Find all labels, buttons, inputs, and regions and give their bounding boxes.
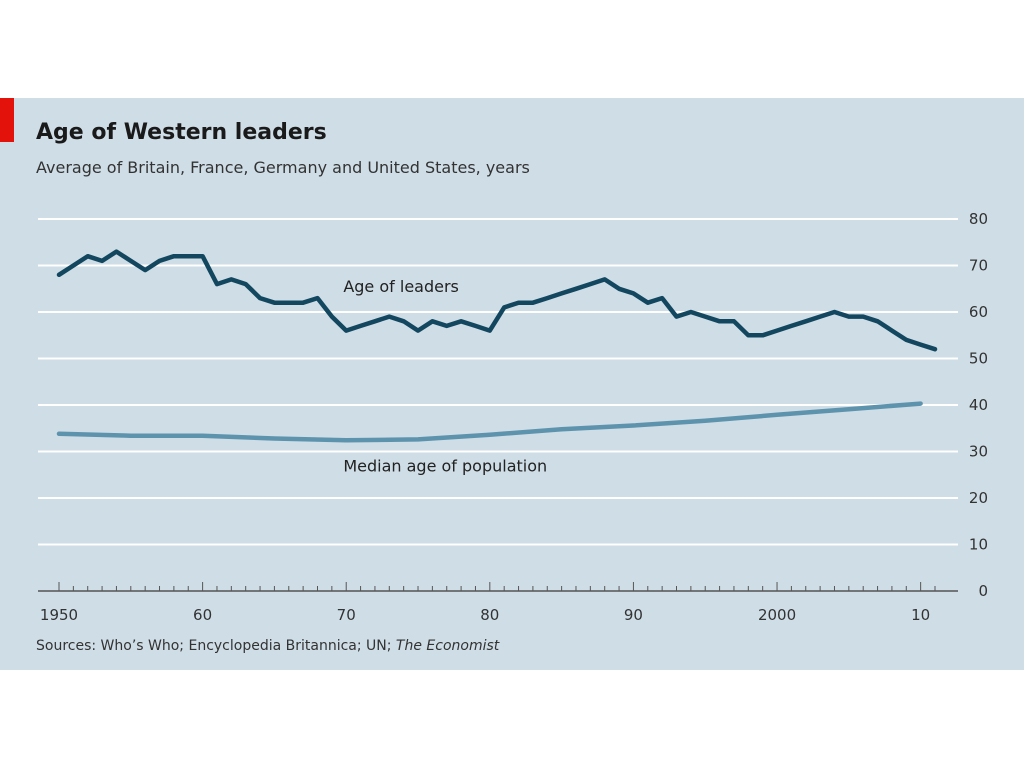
x-tick-label-2000: 2000 (758, 606, 796, 624)
y-tick-label-80: 80 (969, 210, 988, 228)
y-tick-label-0: 0 (978, 582, 988, 600)
x-tick-label-2010: 10 (911, 606, 930, 624)
y-tick-label-60: 60 (969, 303, 988, 321)
median-age-label: Median age of population (343, 456, 547, 475)
series-labels: Age of leaders Median age of population (343, 277, 547, 475)
y-tick-label-50: 50 (969, 350, 988, 368)
x-tick-label-1990: 90 (624, 606, 643, 624)
x-axis-labels: 1950 60 70 80 90 2000 10 (40, 606, 930, 624)
y-tick-label-30: 30 (969, 443, 988, 461)
y-tick-label-20: 20 (969, 489, 988, 507)
x-tick-label-1980: 80 (480, 606, 499, 624)
x-tick-label-1960: 60 (193, 606, 212, 624)
brand-accent-bar (0, 98, 14, 142)
chart-panel (0, 98, 1024, 670)
age-of-leaders-line (56, 249, 938, 352)
chart-subtitle: Average of Britain, France, Germany and … (36, 158, 530, 177)
x-axis (38, 582, 958, 592)
source-text: Sources: Who’s Who; Encyclopedia Britann… (36, 638, 396, 654)
age-of-leaders-label: Age of leaders (343, 277, 459, 296)
series-lines (56, 249, 938, 443)
median-age-line (56, 401, 923, 443)
y-tick-label-70: 70 (969, 257, 988, 275)
gridlines (38, 218, 958, 546)
y-axis-labels: 0 10 20 30 40 50 60 70 80 (969, 210, 988, 600)
source-publication: The Economist (395, 638, 500, 654)
x-tick-label-1970: 70 (337, 606, 356, 624)
y-tick-label-10: 10 (969, 536, 988, 554)
y-tick-label-40: 40 (969, 396, 988, 414)
x-tick-label-1950: 1950 (40, 606, 78, 624)
chart-title: Age of Western leaders (36, 120, 327, 145)
source-note: Sources: Who’s Who; Encyclopedia Britann… (36, 638, 499, 654)
